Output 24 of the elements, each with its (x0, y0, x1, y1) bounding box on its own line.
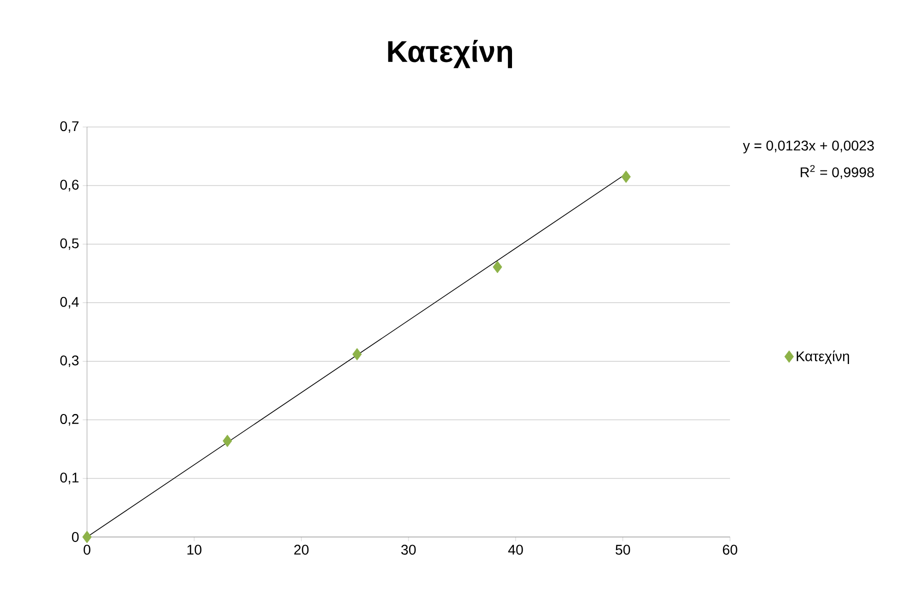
x-tick-label: 20 (294, 544, 309, 555)
point (222, 434, 232, 448)
x-tick-label: 0 (84, 544, 90, 555)
x-tick-label: 40 (508, 544, 523, 555)
y-tick-label: 0,4 (60, 296, 79, 308)
point (492, 260, 502, 274)
legend-label: Κατεχίνη (796, 350, 850, 364)
y-tick-label: 0,1 (60, 472, 79, 484)
chart-title: Κατεχίνη (388, 40, 512, 68)
y-tick-label: 0,3 (60, 355, 79, 368)
x-tick-label: 50 (616, 544, 630, 555)
x-tick-label: 60 (722, 544, 738, 555)
y-tick-label: 0,7 (60, 121, 79, 133)
x-tick-label: 10 (187, 544, 202, 555)
text: y = 0,0123x + 0,0023 (742, 140, 874, 154)
point (621, 170, 631, 183)
point (82, 530, 92, 544)
point (352, 348, 362, 360)
y-tick-label: 0,5 (60, 238, 79, 250)
x-tick-label: 30 (401, 544, 416, 555)
y-tick-label: 0,6 (60, 180, 79, 192)
y-tick-label: 0 (72, 532, 79, 542)
y-tick-label: 0,2 (60, 414, 79, 426)
text: R$^{2}$ = 0,9998 (800, 165, 874, 179)
